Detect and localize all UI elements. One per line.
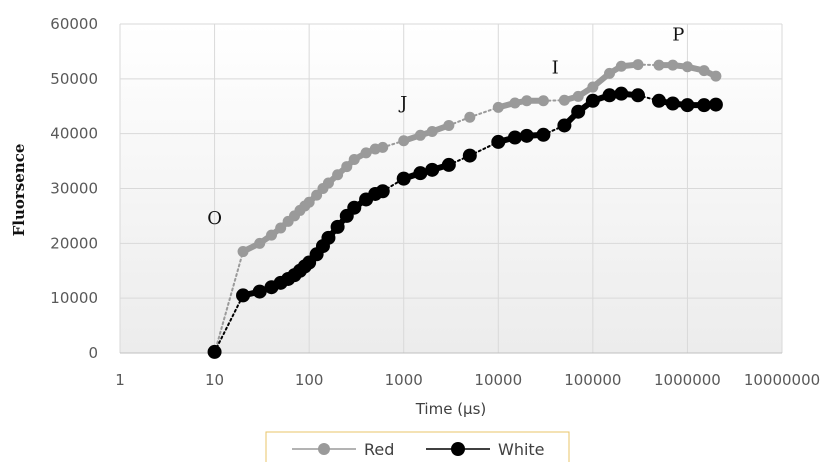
data-point <box>602 88 617 103</box>
data-point <box>630 88 645 103</box>
data-point <box>680 98 695 113</box>
x-tick-label: 10000 <box>474 371 522 389</box>
data-point <box>348 153 360 165</box>
data-point <box>275 222 287 234</box>
data-point <box>322 177 334 189</box>
y-tick-label: 0 <box>88 344 98 362</box>
series-red <box>209 59 722 359</box>
phase-annotations: O J I P <box>207 24 684 229</box>
data-point <box>708 97 723 112</box>
data-point <box>360 147 372 159</box>
data-point <box>653 59 665 71</box>
x-tick-label: 1 <box>115 371 125 389</box>
data-point <box>632 59 644 71</box>
legend-red-marker <box>318 443 330 455</box>
data-point <box>615 60 627 72</box>
x-tick-label: 10 <box>205 371 224 389</box>
series-segment <box>213 250 245 354</box>
x-tick-label: 10000000 <box>744 371 820 389</box>
legend-white-marker <box>451 442 465 456</box>
x-axis-label: Time (µs) <box>415 400 487 418</box>
data-point <box>441 157 456 172</box>
y-tick-label: 30000 <box>50 180 98 198</box>
legend-box <box>265 431 570 462</box>
data-point <box>572 90 584 102</box>
series-layer <box>207 59 723 359</box>
data-point <box>377 141 389 153</box>
data-point <box>425 162 440 177</box>
x-tick-label: 1000000 <box>654 371 721 389</box>
data-point <box>587 81 599 93</box>
data-point <box>667 59 679 71</box>
legend-white-label: White <box>498 440 545 459</box>
series-white <box>207 86 723 359</box>
data-point <box>252 284 267 299</box>
data-point <box>519 128 534 143</box>
data-point <box>665 96 680 111</box>
data-point <box>236 288 251 303</box>
x-tick-label: 100000 <box>564 371 621 389</box>
data-point <box>462 148 477 163</box>
data-point <box>426 125 438 137</box>
data-point <box>491 134 506 149</box>
phase-label: J <box>398 93 407 114</box>
phase-label: I <box>552 57 559 78</box>
data-point <box>443 119 455 131</box>
y-tick-label: 50000 <box>50 70 98 88</box>
data-point <box>414 129 426 141</box>
data-point <box>375 184 390 199</box>
series-segment <box>213 294 245 353</box>
data-point <box>681 61 693 73</box>
x-tick-label: 100 <box>295 371 324 389</box>
y-axis-label: Fluorsence <box>10 144 28 237</box>
series-segment <box>447 116 471 127</box>
gridlines <box>119 23 783 354</box>
data-point <box>710 70 722 82</box>
legend-red-label: Red <box>364 440 394 459</box>
data-point <box>558 94 570 106</box>
data-point <box>585 93 600 108</box>
data-point <box>651 93 666 108</box>
data-point <box>536 127 551 142</box>
data-point <box>396 171 411 186</box>
y-axis-ticks: 0 10000 20000 30000 40000 50000 60000 <box>50 15 98 362</box>
x-tick-label: 1000 <box>385 371 423 389</box>
data-point <box>571 104 586 119</box>
data-point <box>332 169 344 181</box>
y-tick-label: 20000 <box>50 234 98 252</box>
data-point <box>509 97 521 109</box>
y-tick-label: 40000 <box>50 125 98 143</box>
data-point <box>330 219 345 234</box>
data-point <box>413 166 428 181</box>
data-point <box>341 161 353 173</box>
data-point <box>321 230 336 245</box>
data-point <box>254 237 266 249</box>
x-axis-ticks: 1 10 100 1000 10000 100000 1000000 10000000 <box>115 371 820 389</box>
data-point <box>464 111 476 123</box>
y-tick-label: 60000 <box>50 15 98 33</box>
data-point <box>557 118 572 133</box>
phase-label: P <box>672 24 684 45</box>
legend: Red White <box>265 431 570 462</box>
data-point <box>266 229 278 241</box>
data-point <box>537 95 549 107</box>
data-point <box>507 130 522 145</box>
data-point <box>614 86 629 101</box>
data-point <box>697 98 712 113</box>
data-point <box>698 65 710 77</box>
data-point <box>492 101 504 113</box>
phase-label: O <box>207 208 222 229</box>
data-point <box>237 246 249 258</box>
data-point <box>303 196 315 208</box>
series-segment <box>381 139 405 149</box>
data-point <box>207 344 222 359</box>
series-segment <box>636 94 660 102</box>
data-point <box>604 67 616 79</box>
y-tick-label: 10000 <box>50 289 98 307</box>
data-point <box>521 95 533 107</box>
data-point <box>347 200 362 215</box>
data-point <box>398 135 410 147</box>
